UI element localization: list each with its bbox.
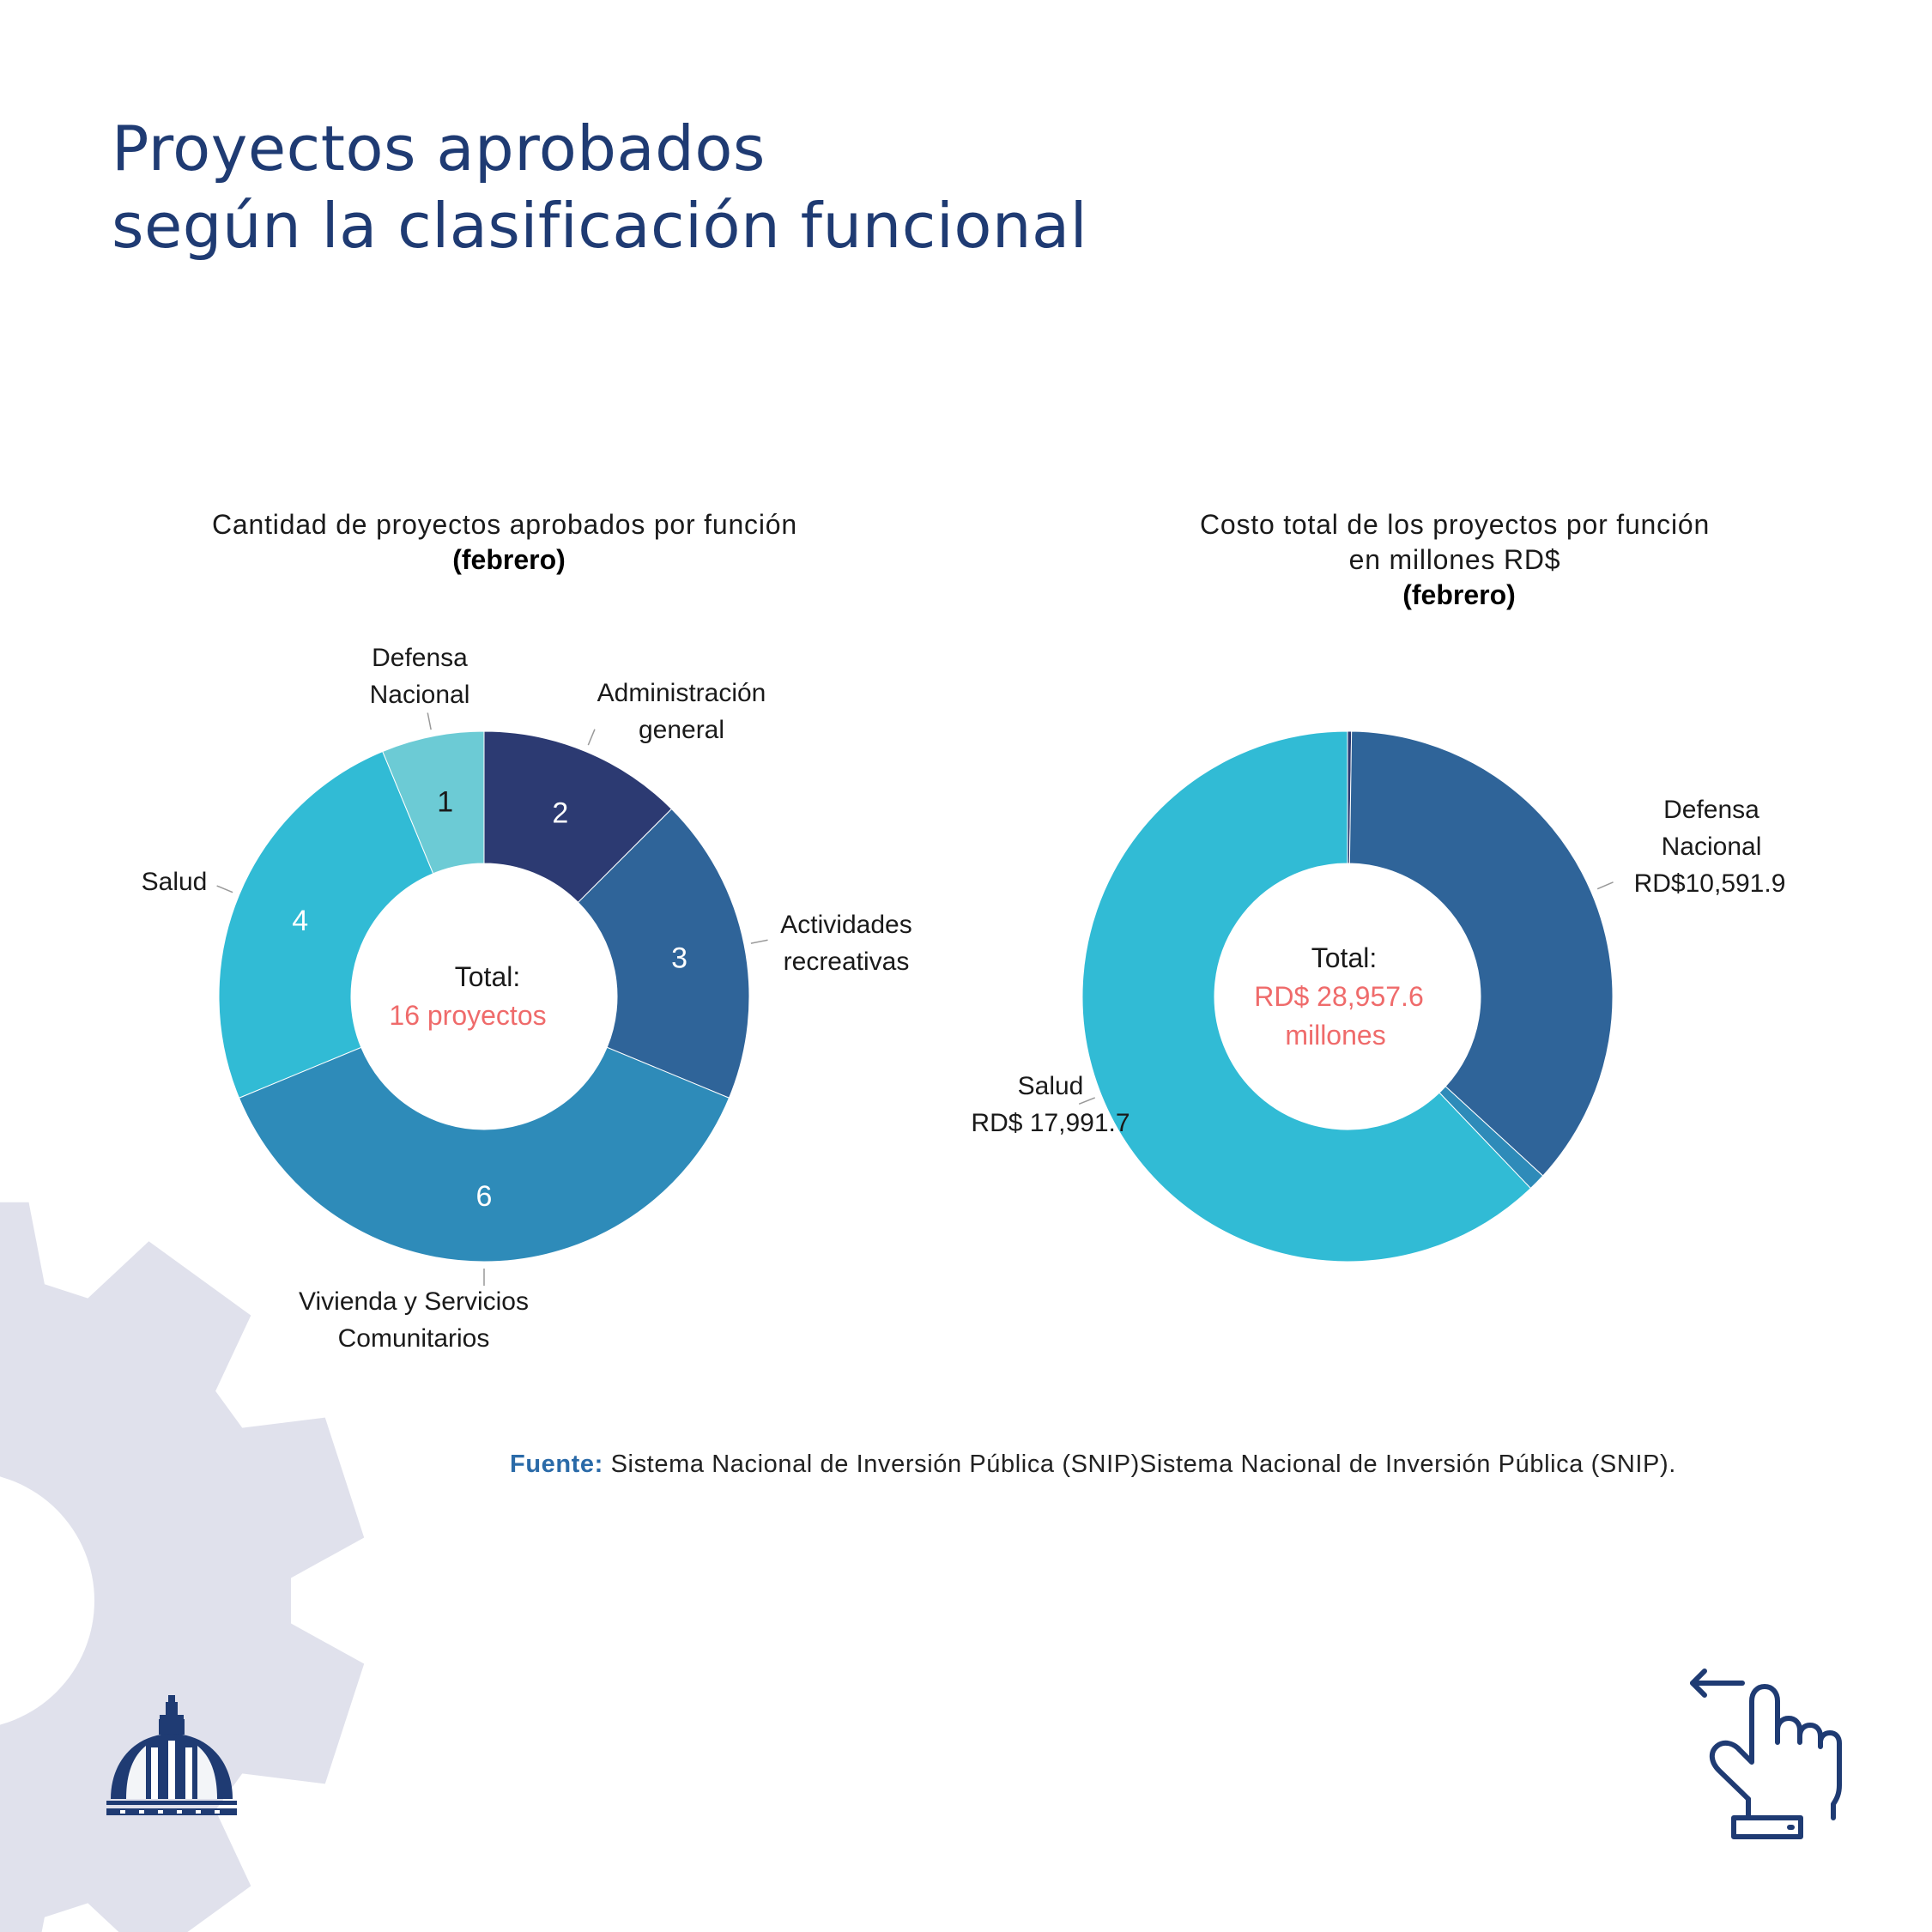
leader-line-defensa-nacional [427,712,432,730]
leader-line-actividades-recreativas [750,939,768,944]
projects-count-donut-chart: Cantidad de proyectos aprobados por func… [142,509,912,1353]
category-label-defensa-nacional: Nacional [370,681,470,709]
value-label-actividades-recreativas: 3 [671,942,687,975]
category-label-defensa-nacional: Defensa [372,644,468,672]
capitol-dome-logo [106,1695,237,1815]
source-note: Fuente: Sistema Nacional de Inversión Pú… [510,1451,1676,1479]
page-title-line-1: Proyectos aprobados [112,112,766,185]
page-title: Proyectos aprobados según la clasificaci… [112,110,1087,264]
chart1-category-labels: Administración general Actividades recreati… [142,644,912,1353]
category-label-defensa-nacional: Nacional [1662,833,1762,861]
slice-actividades-recreativas [577,808,750,1099]
chart2-title: Costo total de los proyectos por función [1200,509,1710,540]
leader-line-administracion-general [587,729,596,746]
slice-salud [218,750,434,1099]
category-label-vivienda-y-servicios-comunitarios: Vivienda y Servicios [299,1287,529,1316]
leader-line-defensa-nacional [1596,881,1614,890]
leader-line-salud [216,885,233,893]
value-label-administracion-general: 2 [552,797,568,830]
category-label-salud: Salud [1018,1072,1084,1100]
chart2-slices [1081,730,1614,1263]
chart1-value-labels: 2 3 6 4 1 [292,785,687,1213]
chart2-subtitle: (febrero) [1402,579,1516,610]
value-label-salud: 4 [292,905,308,937]
slice-vivienda-y-servicios-comunitarios [238,1046,730,1263]
chart1-slices [218,730,750,1263]
chart1-subtitle: (febrero) [452,544,566,575]
chart2-title-line2: en millones RD$ [1349,544,1561,575]
swipe-left-hand-icon [1690,1669,1842,1839]
page-title-line-2: según la clasificación funcional [112,190,1088,262]
chart1-center-label: Total: [455,961,520,992]
chart1-center-value: 16 proyectos [389,1000,546,1031]
category-label-salud: Salud [142,868,208,896]
slice-administracion-general [483,730,673,904]
chart1-title: Cantidad de proyectos aprobados por func… [212,509,797,540]
category-label-actividades-recreativas: recreativas [784,948,910,976]
slice-defensa-nacional [1348,730,1614,1177]
source-text: Sistema Nacional de Inversión Pública (S… [610,1451,1676,1478]
slice-salud [1081,730,1532,1263]
chart2-category-labels: Defensa Nacional RD$10,591.9 Salud RD$ 17,99… [971,796,1785,1137]
source-label: Fuente: [510,1451,603,1478]
category-label-actividades-recreativas: Actividades [780,911,911,939]
category-label-administracion-general: general [639,716,724,744]
category-label-defensa-nacional: Defensa [1663,796,1759,824]
leader-line-salud [1078,1097,1096,1105]
value-label-vivienda-y-servicios-comunitarios: 6 [476,1180,493,1213]
category-label-salud: RD$ 17,991.7 [971,1109,1130,1137]
chart2-center-label: Total: [1311,942,1377,973]
slice-defensa-nacional [382,730,485,875]
category-label-administracion-general: Administración [597,679,766,707]
category-label-vivienda-y-servicios-comunitarios: Comunitarios [338,1324,490,1353]
chart2-center-value-line1: RD$ 28,957.6 [1254,981,1423,1012]
chart2-center-value-line2: millones [1285,1020,1385,1051]
gear-icon [0,1202,365,1932]
value-label-defensa-nacional: 1 [437,785,453,818]
projects-cost-donut-chart: Costo total de los proyectos por función… [971,509,1785,1263]
category-label-defensa-nacional: RD$10,591.9 [1634,869,1786,898]
